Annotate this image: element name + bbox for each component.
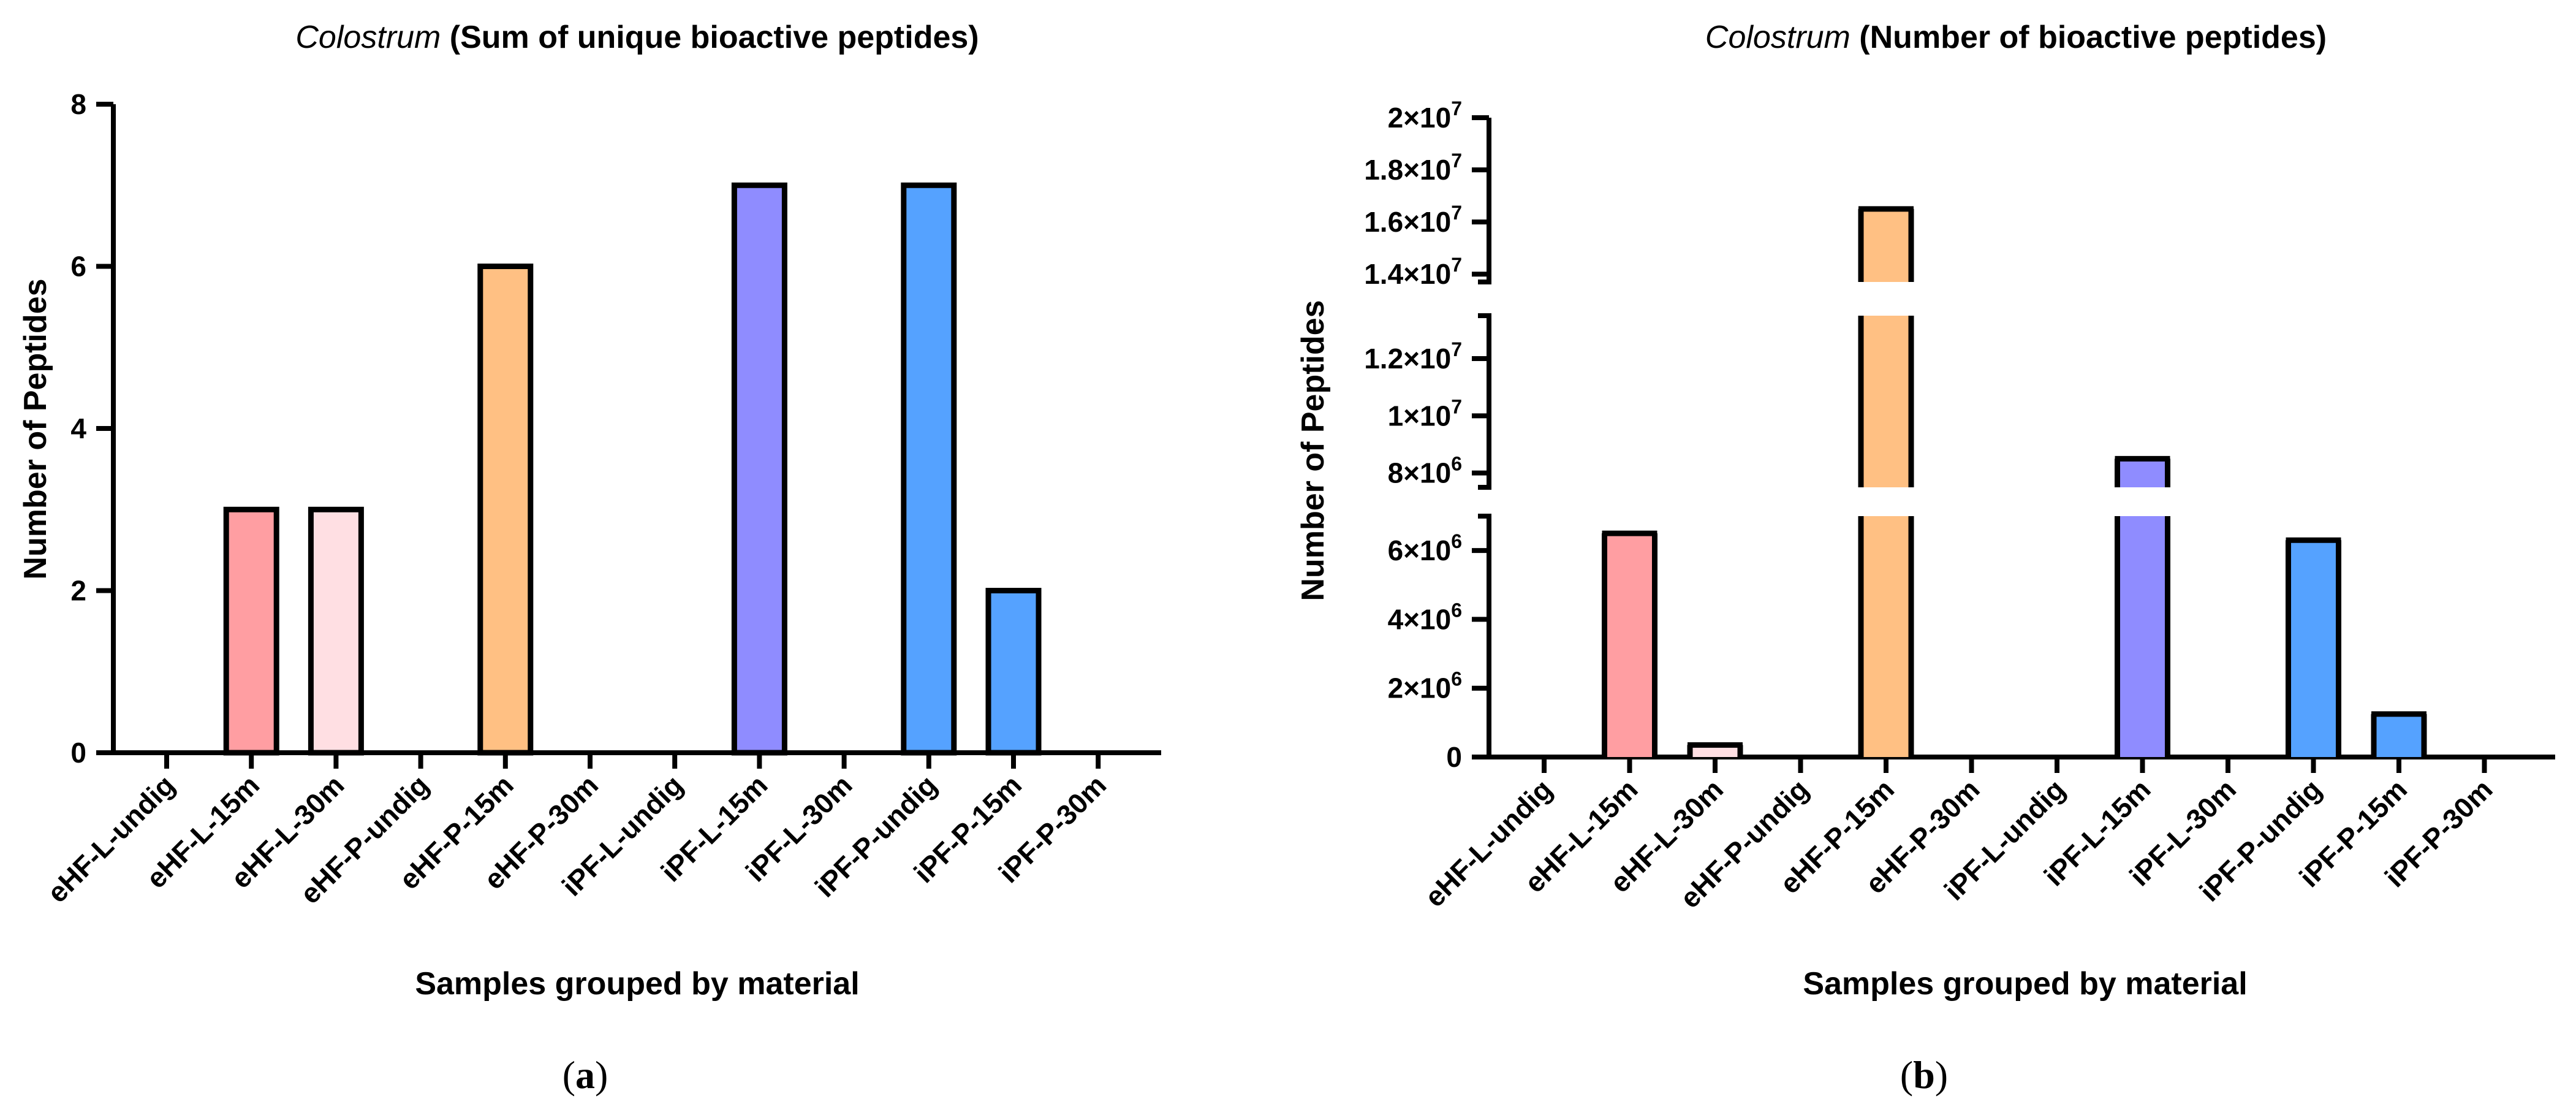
chart-b-panel-letter: b bbox=[1913, 1053, 1935, 1097]
chart-b-y-tick-label: 6×106 bbox=[1388, 530, 1462, 566]
chart-a-bar-eHF-P-15m bbox=[477, 264, 534, 756]
chart-b-bar-segment bbox=[2374, 714, 2424, 757]
chart-b: Colostrum (Number of bioactive peptides)… bbox=[1295, 20, 2555, 1097]
chart-b-panel-label: (b) bbox=[1900, 1053, 1948, 1097]
chart-b-y-tick-label: 4×106 bbox=[1388, 599, 1462, 635]
chart-a-bar-iPF-P-15m bbox=[985, 588, 1042, 756]
chart-b-title-bold: (Number of bioactive peptides) bbox=[1851, 20, 2327, 55]
chart-b-title: Colostrum (Number of bioactive peptides) bbox=[1705, 20, 2327, 55]
chart-b-y-label: Number of Peptides bbox=[1295, 300, 1331, 601]
chart-b-y-tick-label: 1×107 bbox=[1388, 395, 1462, 432]
chart-b-bar-segment bbox=[2117, 459, 2168, 487]
chart-a-title-bold: (Sum of unique bioactive peptides) bbox=[441, 20, 979, 55]
chart-a-y-tick-label: 0 bbox=[70, 737, 86, 769]
chart-b-bar-segment bbox=[1861, 316, 1911, 487]
chart-b-y-tick-label: 1.6×107 bbox=[1364, 202, 1462, 238]
chart-a-bar-eHF-L-30m bbox=[308, 506, 364, 756]
chart-b-y-tick-label: 1.8×107 bbox=[1364, 150, 1462, 186]
chart-a: Colostrum (Sum of unique bioactive pepti… bbox=[18, 20, 1161, 1097]
chart-b-x-label: Samples grouped by material bbox=[1803, 966, 2247, 1002]
chart-a-y-tick-label: 6 bbox=[70, 251, 86, 283]
chart-a-panel-label: (a) bbox=[563, 1053, 608, 1097]
chart-a-title-italic: Colostrum bbox=[295, 20, 441, 55]
chart-b-bar-segment bbox=[2288, 540, 2339, 757]
chart-b-bar-iPF-P-undig bbox=[2286, 537, 2341, 757]
chart-b-bar-segment bbox=[1861, 208, 1911, 282]
chart-a-y-tick-label: 8 bbox=[70, 88, 86, 120]
chart-a-x-label: Samples grouped by material bbox=[415, 966, 859, 1002]
chart-b-bar-iPF-P-15m bbox=[2371, 711, 2427, 757]
chart-b-bar-segment bbox=[1604, 533, 1655, 757]
chart-b-y-tick-label: 1.2×107 bbox=[1364, 338, 1462, 375]
chart-a-panel-letter: a bbox=[575, 1053, 595, 1097]
chart-b-bar-segment bbox=[1690, 745, 1740, 757]
chart-b-bar-eHF-L-30m bbox=[1687, 742, 1743, 757]
chart-b-y-tick-label: 8×106 bbox=[1388, 453, 1462, 489]
chart-a-title: Colostrum (Sum of unique bioactive pepti… bbox=[295, 20, 979, 55]
chart-b-bar-segment bbox=[1861, 516, 1911, 757]
chart-b-title-italic: Colostrum bbox=[1705, 20, 1851, 55]
chart-b-y-tick-label: 2×106 bbox=[1388, 668, 1462, 704]
chart-b-bar-eHF-P-15m bbox=[1858, 206, 1914, 757]
chart-b-bar-eHF-L-15m bbox=[1602, 530, 1657, 757]
chart-b-y-tick-label: 1.4×107 bbox=[1364, 254, 1462, 290]
chart-b-y-tick-label: 0 bbox=[1446, 741, 1462, 773]
chart-b-bar-segment bbox=[2117, 516, 2168, 757]
chart-a-bar-iPF-P-undig bbox=[901, 182, 957, 756]
chart-b-y-tick-label: 2×107 bbox=[1388, 97, 1462, 134]
chart-a-y-tick-label: 2 bbox=[70, 575, 86, 607]
chart-a-bar-eHF-L-15m bbox=[223, 506, 279, 756]
chart-a-y-tick-label: 4 bbox=[70, 413, 86, 444]
chart-a-y-label: Number of Peptides bbox=[18, 278, 53, 579]
chart-b-bar-iPF-L-15m bbox=[2115, 455, 2170, 757]
chart-a-bar-iPF-L-15m bbox=[731, 182, 787, 756]
